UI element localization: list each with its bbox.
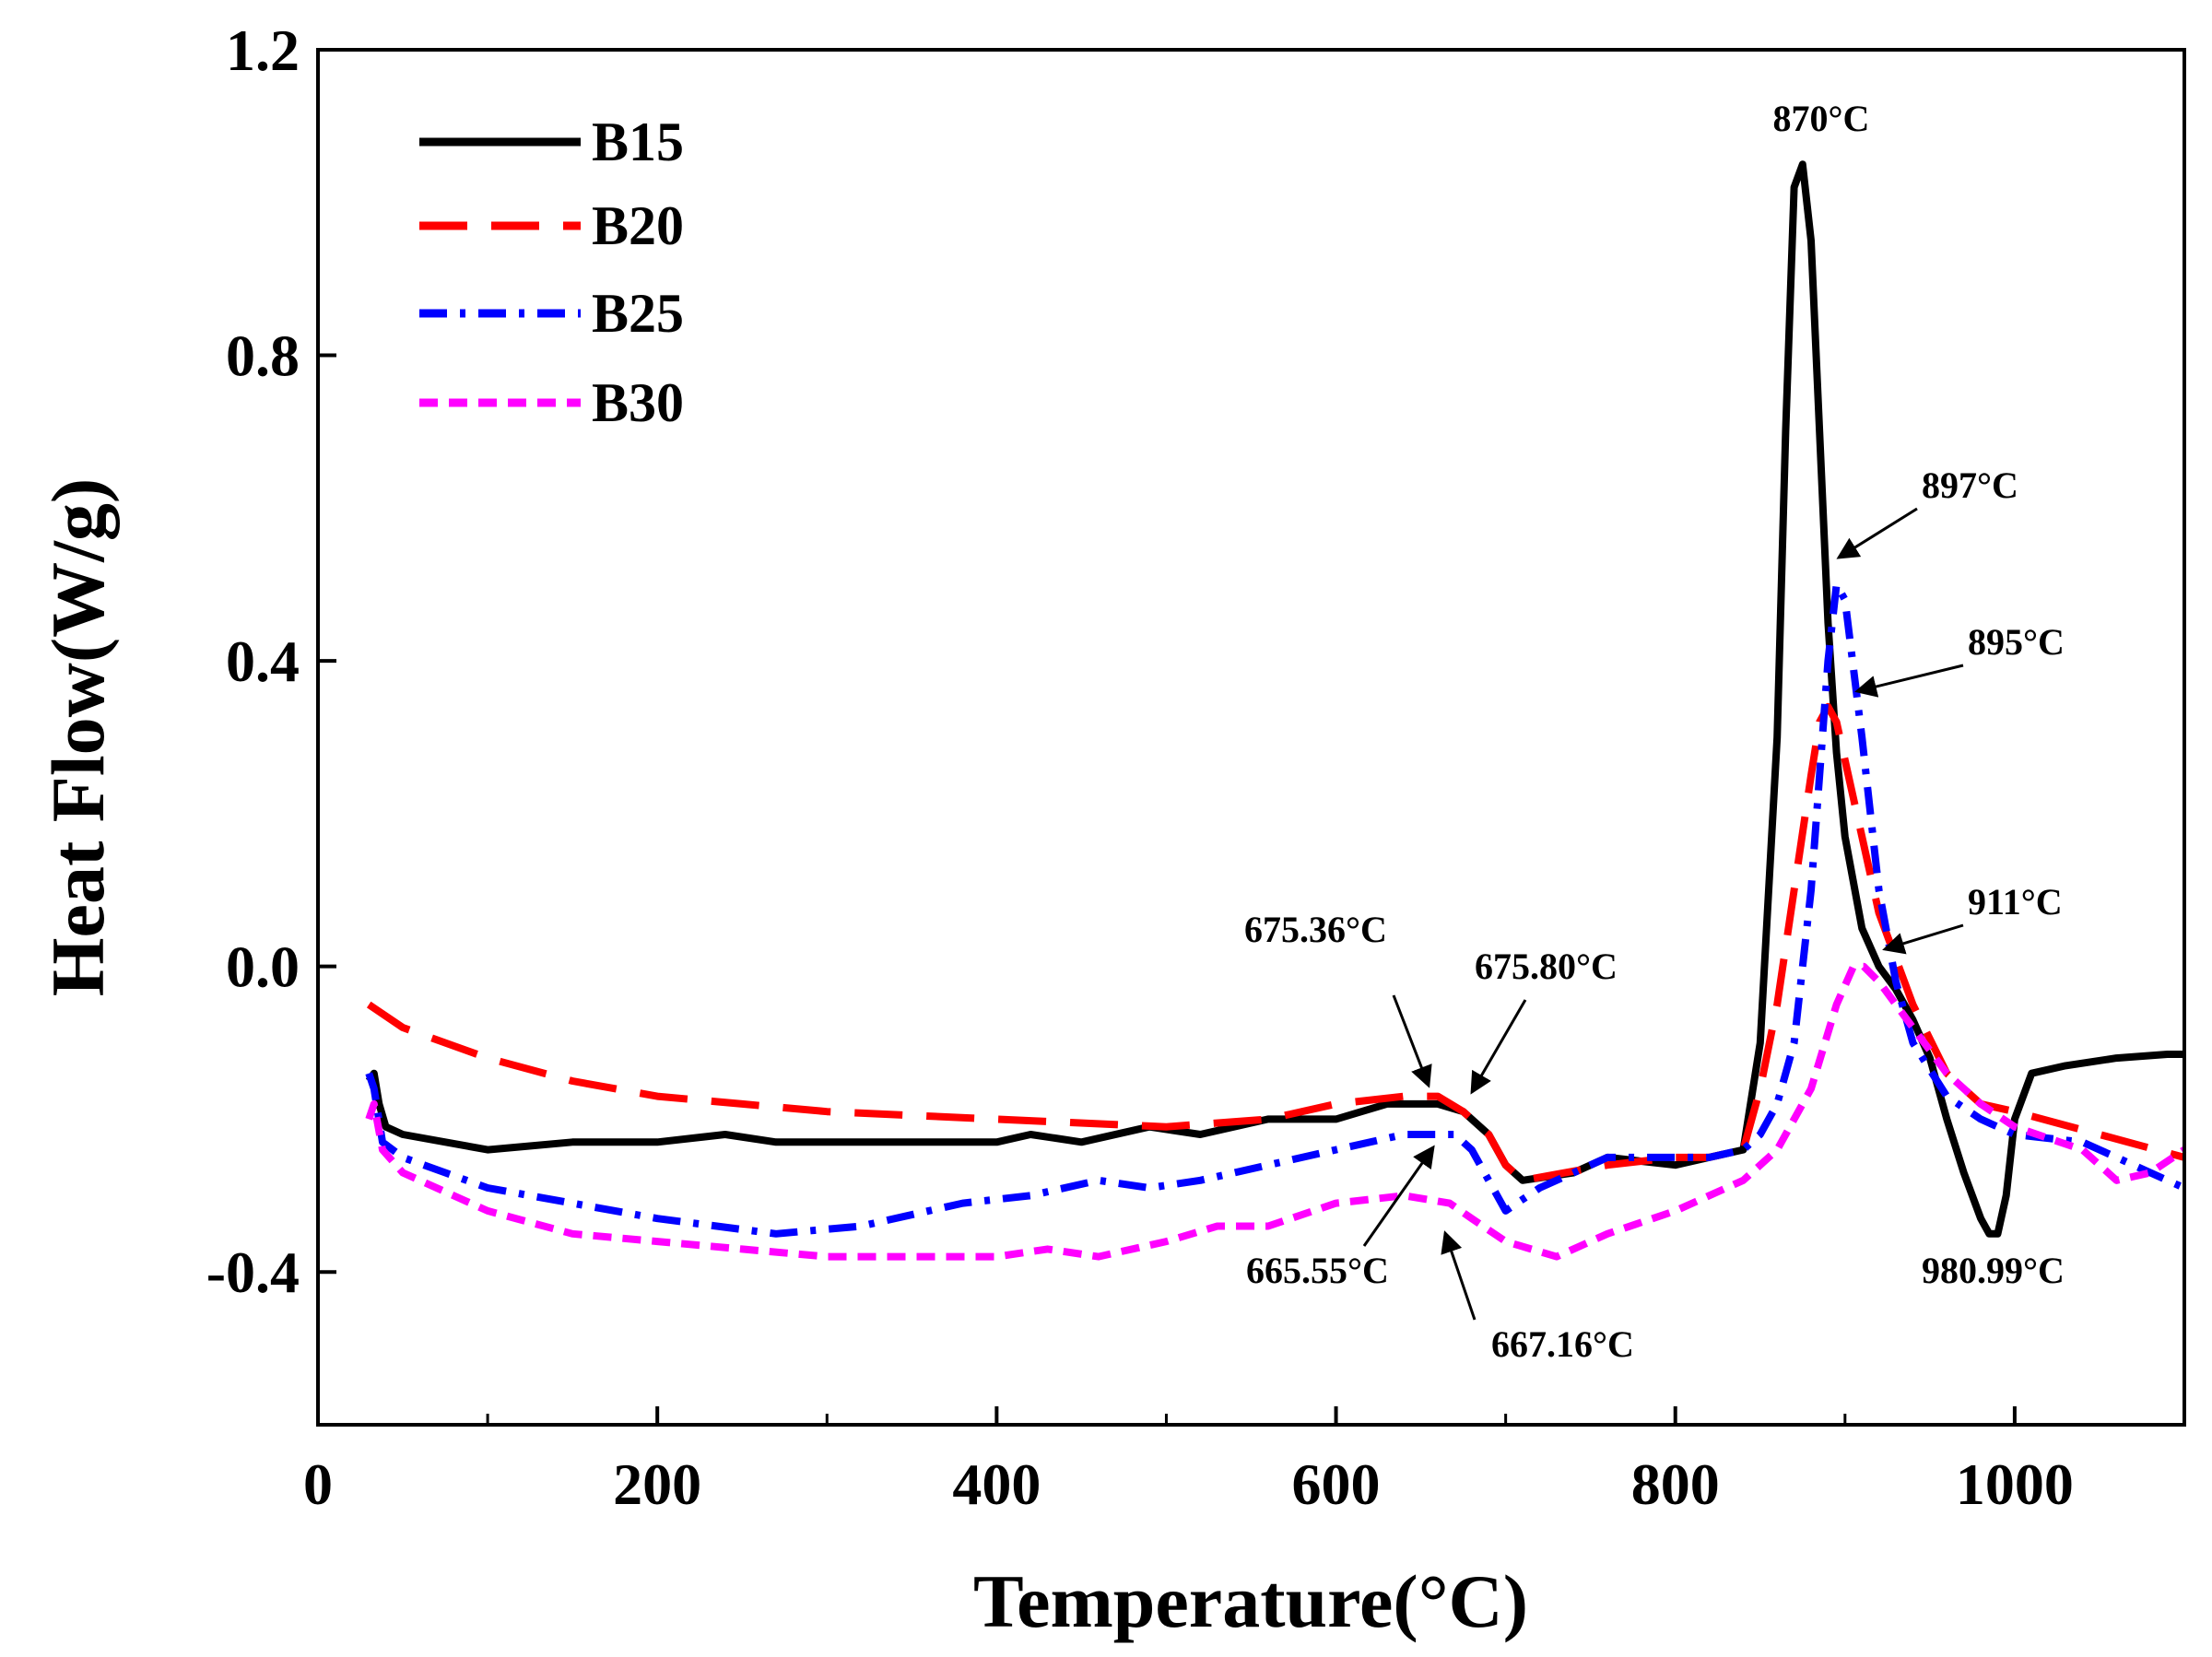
series-line-b20 [366,702,2186,1184]
series-layer [365,160,2187,1261]
y-tick-label: 0.8 [226,323,300,389]
x-minor-ticks [486,1414,2186,1425]
annotation-870: 870°C [1773,98,1870,139]
legend-label-b30: B30 [592,372,684,433]
annotation-675-80: 675.80°C [1475,946,1618,987]
y-tick-label: 1.2 [226,18,300,83]
annotation-arrow-897 [1836,507,1918,559]
x-tick-labels: 0 200 400 600 800 1000 [303,1451,2074,1517]
annotation-665-55: 665.55°C [1246,1250,1389,1291]
x-tick-label: 200 [613,1451,701,1517]
annotation-arrow-675-36 [1392,994,1432,1088]
y-tick-labels: -0.4 0.0 0.4 0.8 1.2 [206,18,300,1305]
x-tick-label: 1000 [1956,1451,2074,1517]
annotation-980-99: 980.99°C [1922,1250,2065,1291]
x-tick-label: 800 [1631,1451,1720,1517]
annotation-667-16: 667.16°C [1491,1323,1634,1365]
x-tick-label: 400 [952,1451,1041,1517]
annotation-arrow-665-55 [1362,1145,1435,1247]
x-tick-label: 0 [303,1451,333,1517]
legend-label-b25: B25 [592,283,684,344]
x-axis-title: Temperature(°C) [973,1559,1528,1643]
y-axis-title: Heat Flow(W/g) [36,478,120,996]
legend: B15 B20 B25 B30 [419,112,684,433]
annotation-911: 911°C [1968,881,2063,923]
annotation-arrow-667-16 [1441,1230,1477,1321]
x-major-ticks [316,1406,2017,1425]
y-major-ticks [318,48,336,1275]
x-tick-label: 600 [1292,1451,1381,1517]
y-tick-label: 0.0 [226,934,300,1000]
annotation-arrow-675-80 [1470,999,1527,1095]
annotation-arrow-895 [1854,664,1964,698]
annotation-675-36: 675.36°C [1244,909,1387,950]
y-tick-label: 0.4 [226,629,300,694]
plot-frame [316,48,2186,1427]
legend-label-b20: B20 [592,195,684,256]
y-tick-label: -0.4 [206,1240,300,1305]
annotations: 870°C 897°C 895°C 911°C 675.36°C 675.80°… [1244,98,2065,1365]
legend-label-b15: B15 [592,112,684,172]
series-line-b30 [365,962,2187,1261]
annotation-897: 897°C [1922,464,2018,506]
annotation-arrow-911 [1882,923,1964,955]
annotation-895: 895°C [1968,621,2065,663]
series-line-b25 [365,581,2186,1238]
